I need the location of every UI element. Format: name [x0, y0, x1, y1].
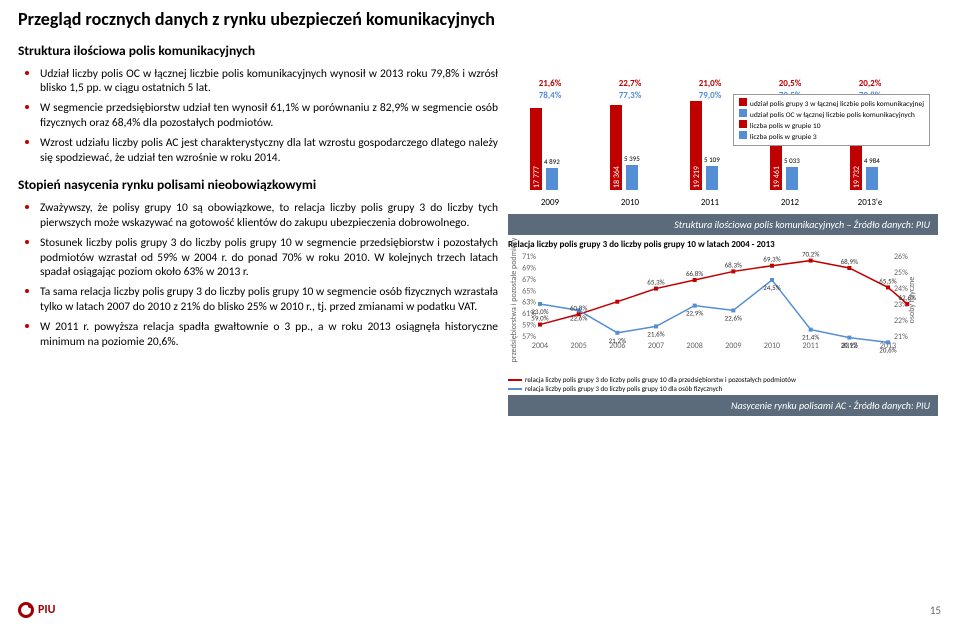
svg-text:60,8%: 60,8% [570, 303, 587, 312]
svg-text:69,3%: 69,3% [763, 255, 780, 264]
svg-text:23,0%: 23,0% [531, 307, 548, 316]
svg-text:22,9%: 22,9% [686, 309, 703, 318]
bar-small-value: 4 892 [544, 157, 560, 166]
svg-text:22,6%: 22,6% [725, 313, 742, 322]
bar-small-value: 5 395 [624, 154, 640, 163]
chart1-source: Struktura ilościowa polis komunikacyjnyc… [508, 214, 938, 235]
x-axis-label: 2011 [680, 197, 740, 208]
svg-text:22,6%: 22,6% [570, 313, 587, 322]
svg-text:osoby fizyczne: osoby fizyczne [907, 277, 917, 324]
line-chart-title: Relacja liczby polis grupy 3 do liczby p… [508, 239, 938, 250]
svg-text:68,3%: 68,3% [725, 260, 742, 269]
bar-small [546, 168, 558, 190]
svg-text:68,9%: 68,9% [841, 257, 858, 266]
bar-big: 17 777 [530, 108, 542, 190]
svg-text:2011: 2011 [803, 341, 819, 351]
x-axis-label: 2009 [520, 197, 580, 208]
svg-text:65,5%: 65,5% [879, 276, 896, 285]
right-column: 21,6%78,4%17 7774 892200922,7%77,3%18 36… [508, 38, 938, 416]
svg-text:21%: 21% [894, 332, 908, 342]
pct-label: 78,4% [520, 90, 580, 101]
pct-label: 22,7% [600, 78, 660, 89]
svg-text:66,8%: 66,8% [686, 269, 703, 278]
footer: PIU 15 [18, 602, 941, 618]
bullet-item: Zważywszy, że polisy grupy 10 są obowiąz… [40, 198, 498, 231]
pct-label: 20,2% [840, 78, 900, 89]
bullet-item: W segmencie przedsiębiorstw udział ten w… [40, 98, 498, 131]
logo-text: PIU [38, 603, 55, 617]
bar-small [626, 165, 638, 190]
bar-small-value: 4 984 [864, 156, 880, 165]
svg-text:65,3%: 65,3% [647, 278, 664, 287]
svg-text:26%: 26% [894, 252, 908, 262]
pct-label: 21,0% [680, 78, 740, 89]
bar-small-value: 5 033 [784, 156, 800, 165]
bullet-item: W 2011 r. powyższa relacja spadła gwałto… [40, 317, 498, 350]
bullet-item: Ta sama relacja liczby polis grupy 3 do … [40, 282, 498, 315]
svg-text:2004: 2004 [532, 341, 548, 351]
bar-chart-legend: udział polis grupy 3 w łącznej liczbie p… [733, 94, 930, 146]
x-axis-label: 2012 [760, 197, 820, 208]
bar-small [786, 167, 798, 190]
pct-label: 77,3% [600, 90, 660, 101]
svg-text:2009: 2009 [725, 341, 741, 351]
svg-text:2008: 2008 [687, 341, 703, 351]
section1-heading: Struktura ilościowa polis komunikacyjnyc… [18, 42, 498, 60]
svg-text:65%: 65% [522, 286, 536, 296]
svg-text:2007: 2007 [648, 341, 664, 351]
bullet-item: Udział liczby polis OC w łącznej liczbie… [40, 64, 498, 97]
pct-label: 21,6% [520, 78, 580, 89]
logo-icon [18, 602, 34, 618]
svg-text:69%: 69% [522, 263, 536, 273]
bar-small [866, 167, 878, 190]
logo: PIU [18, 602, 55, 618]
pct-label: 79,0% [680, 90, 740, 101]
x-axis-label: 2010 [600, 197, 660, 208]
svg-text:70,2%: 70,2% [802, 250, 819, 259]
bar-big: 18 364 [610, 105, 622, 190]
pct-label: 20,5% [760, 78, 820, 89]
bar-small-value: 5 109 [704, 155, 720, 164]
svg-text:przedsiębiorstwa i pozostałe p: przedsiębiorstwa i pozostałe podmioty [509, 237, 519, 362]
page-title: Przegląd rocznych danych z rynku ubezpie… [18, 8, 941, 30]
svg-text:67%: 67% [522, 275, 536, 285]
x-axis-label: 2013'e [840, 197, 900, 208]
svg-text:71%: 71% [522, 252, 536, 262]
bullet-item: Wzrost udziału liczby polis AC jest char… [40, 133, 498, 166]
svg-text:21,6%: 21,6% [647, 329, 664, 338]
section2-heading: Stopień nasycenia rynku polisami nieobow… [18, 176, 498, 194]
left-column: Struktura ilościowa polis komunikacyjnyc… [18, 38, 498, 416]
svg-text:20,6%: 20,6% [879, 345, 896, 354]
svg-text:24,5%: 24,5% [763, 283, 780, 292]
svg-text:21,2%: 21,2% [609, 336, 626, 345]
bar-chart: 21,6%78,4% 17 7774 892 2009 22,7%77,3% 18 36… [508, 38, 938, 208]
chart2-source: Nasycenie rynku polisami AC - Źródło dan… [508, 395, 938, 416]
bar-small [706, 166, 718, 190]
line-chart: Relacja liczby polis grupy 3 do liczby p… [508, 239, 938, 389]
bullet-item: Stosunek liczby polis grupy 3 do liczby … [40, 233, 498, 281]
svg-text:2005: 2005 [571, 341, 587, 351]
svg-text:20,9%: 20,9% [841, 341, 858, 350]
svg-text:21,4%: 21,4% [802, 333, 819, 342]
page-number: 15 [930, 604, 941, 617]
svg-text:22%: 22% [894, 316, 908, 326]
line-chart-legend: relacja liczby polis grupy 3 do liczby p… [508, 375, 938, 393]
svg-text:2010: 2010 [764, 341, 780, 351]
bar-big: 19 219 [690, 101, 702, 190]
